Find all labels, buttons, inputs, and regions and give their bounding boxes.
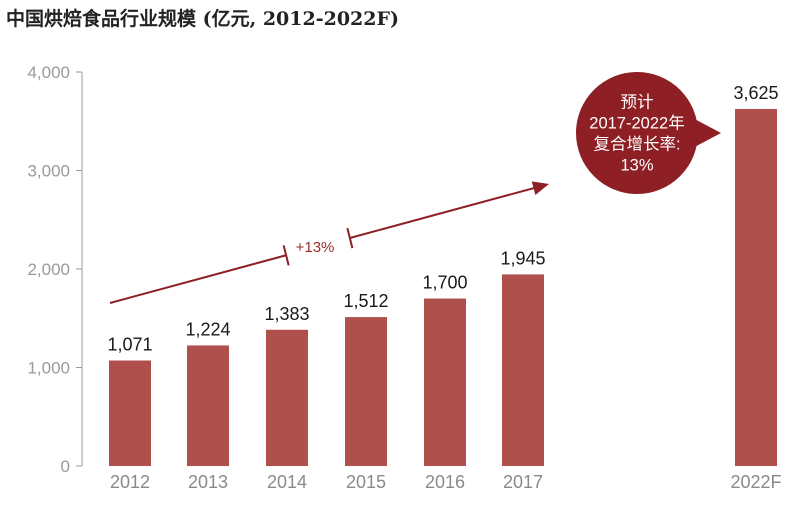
value-label-2012: 1,071 (107, 335, 152, 355)
y-tick-label: 2,000 (27, 260, 70, 279)
value-label-2022F: 3,625 (733, 83, 778, 103)
bar-2012 (109, 360, 151, 466)
bar-2017 (502, 274, 544, 466)
bar-2015 (345, 317, 387, 466)
category-label-2015: 2015 (346, 472, 386, 492)
category-label-2013: 2013 (188, 472, 228, 492)
callout-text-line: 2017-2022年 (589, 114, 684, 133)
category-label-2016: 2016 (425, 472, 465, 492)
growth-arrow-line (349, 186, 538, 240)
chart-title: 中国烘焙食品行业规模 (亿元, 2012-2022F) (6, 8, 399, 30)
growth-annotation: +13% (109, 181, 549, 304)
callout-circle (576, 72, 698, 194)
bar-2013 (187, 345, 229, 466)
growth-break-mark (346, 227, 354, 249)
y-tick-label: 0 (61, 457, 70, 476)
growth-arrow-head (531, 181, 549, 195)
bar-2014 (266, 329, 308, 466)
y-tick-label: 4,000 (27, 63, 70, 82)
category-label-2014: 2014 (267, 472, 307, 492)
bars-group (109, 108, 777, 466)
growth-break-mark (282, 245, 290, 266)
category-label-2022F: 2022F (730, 472, 781, 492)
value-label-2013: 1,224 (185, 319, 230, 339)
value-label-2014: 1,383 (264, 304, 309, 324)
growth-label: +13% (296, 239, 335, 256)
value-label-2017: 1,945 (500, 248, 545, 268)
y-tick-label: 1,000 (27, 359, 70, 378)
bar-2016 (424, 298, 466, 466)
value-label-2016: 1,700 (422, 273, 467, 293)
callout-text-line: 复合增长率: (593, 135, 680, 154)
y-axis: 0 1,000 2,000 3,000 4,000 (27, 63, 83, 476)
category-labels-group: 2012 2013 2014 2015 2016 2017 2022F (110, 472, 782, 492)
category-label-2012: 2012 (110, 472, 150, 492)
value-labels-group: 1,071 1,224 1,383 1,512 1,700 1,945 3,625 (107, 83, 778, 355)
y-tick-label: 3,000 (27, 162, 70, 181)
callout-text-line: 13% (620, 157, 653, 175)
callout-text-line: 预计 (621, 93, 654, 112)
value-label-2015: 1,512 (343, 291, 388, 311)
bar-2022F (735, 108, 777, 466)
growth-arrow-line (109, 254, 286, 304)
category-label-2017: 2017 (503, 472, 543, 492)
